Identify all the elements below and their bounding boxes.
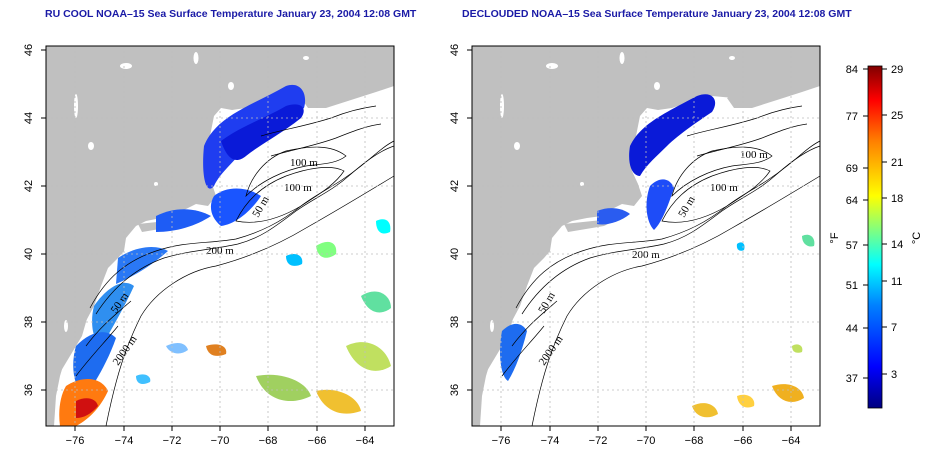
right-x-tick-76: −76 bbox=[492, 435, 511, 447]
right-y-tick-44: 44 bbox=[449, 112, 461, 124]
colorbar-f-tick-84: 84 bbox=[846, 64, 858, 76]
colorbar-f-tick-44: 44 bbox=[846, 323, 858, 335]
right-x-tick-66: −66 bbox=[734, 435, 753, 447]
right-contour-label-100m-south: 100 m bbox=[710, 182, 738, 194]
left-x-tick-64: −64 bbox=[356, 435, 375, 447]
colorbar-c-tick-21: 21 bbox=[891, 157, 903, 169]
left-panel-title: RU COOL NOAA–15 Sea Surface Temperature … bbox=[45, 8, 417, 20]
colorbar-f-tick-64: 64 bbox=[846, 195, 858, 207]
left-y-tick-42: 42 bbox=[23, 180, 35, 192]
left-graticule bbox=[46, 46, 394, 426]
right-y-tick-42: 42 bbox=[449, 180, 461, 192]
left-x-tick-76: −76 bbox=[66, 435, 85, 447]
colorbar-c-tick-29: 29 bbox=[891, 64, 903, 76]
left-x-tick-72: −72 bbox=[163, 435, 182, 447]
colorbar-c-tick-7: 7 bbox=[891, 322, 897, 334]
left-x-tick-68: −68 bbox=[259, 435, 278, 447]
colorbar-c-tick-25: 25 bbox=[891, 110, 903, 122]
right-y-tick-36: 36 bbox=[449, 384, 461, 396]
colorbar-c-tick-11: 11 bbox=[891, 276, 902, 288]
right-y-tick-46: 46 bbox=[449, 44, 461, 56]
right-y-tick-40: 40 bbox=[449, 248, 461, 260]
right-x-tick-68: −68 bbox=[685, 435, 704, 447]
left-map-panel: 100 m 100 m 50 m 200 m 50 m 2000 m bbox=[23, 44, 395, 447]
right-y-tick-38: 38 bbox=[449, 316, 461, 328]
left-tick-marks bbox=[41, 49, 366, 431]
right-sst-field bbox=[500, 94, 815, 418]
left-x-tick-66: −66 bbox=[308, 435, 327, 447]
right-contour-label-200m: 200 m bbox=[632, 249, 660, 261]
right-x-tick-74: −74 bbox=[541, 435, 560, 447]
right-graticule bbox=[472, 46, 820, 426]
right-x-tick-72: −72 bbox=[589, 435, 608, 447]
colorbar-fahrenheit-unit-label: °F bbox=[829, 232, 841, 243]
right-tick-marks bbox=[467, 49, 792, 431]
right-contour-label-100m-north: 100 m bbox=[740, 149, 768, 161]
colorbar-f-tick-57: 57 bbox=[846, 240, 858, 252]
left-y-tick-44: 44 bbox=[23, 112, 35, 124]
right-map-panel: 100 m 100 m 50 m 200 m 50 m 2000 m bbox=[449, 44, 821, 447]
colorbar-celsius-ticks bbox=[882, 68, 887, 375]
colorbar-f-tick-51: 51 bbox=[846, 280, 858, 292]
colorbar-celsius-unit-label: °C bbox=[911, 232, 923, 244]
left-x-tick-74: −74 bbox=[115, 435, 134, 447]
right-panel-title: DECLOUDED NOAA–15 Sea Surface Temperatur… bbox=[462, 8, 852, 20]
colorbar-c-tick-18: 18 bbox=[891, 193, 903, 205]
left-sst-field bbox=[59, 84, 391, 426]
colorbar-f-tick-77: 77 bbox=[846, 111, 858, 123]
colorbar-f-tick-37: 37 bbox=[846, 373, 858, 385]
left-contour-label-100m-south: 100 m bbox=[284, 182, 312, 194]
colorbar-swatch bbox=[867, 65, 883, 409]
left-y-tick-46: 46 bbox=[23, 44, 35, 56]
right-x-tick-64: −64 bbox=[782, 435, 801, 447]
colorbar-c-tick-14: 14 bbox=[891, 239, 903, 251]
left-y-tick-40: 40 bbox=[23, 248, 35, 260]
left-contour-label-100m-north: 100 m bbox=[290, 157, 318, 169]
colorbar: 84 77 69 64 57 51 44 37 29 25 21 18 14 1… bbox=[829, 64, 923, 409]
left-y-tick-38: 38 bbox=[23, 316, 35, 328]
colorbar-c-tick-3: 3 bbox=[891, 369, 897, 381]
right-x-tick-70: −70 bbox=[637, 435, 656, 447]
colorbar-fahrenheit-ticks bbox=[863, 68, 868, 379]
left-y-tick-36: 36 bbox=[23, 384, 35, 396]
left-x-tick-70: −70 bbox=[211, 435, 230, 447]
colorbar-f-tick-69: 69 bbox=[846, 163, 858, 175]
